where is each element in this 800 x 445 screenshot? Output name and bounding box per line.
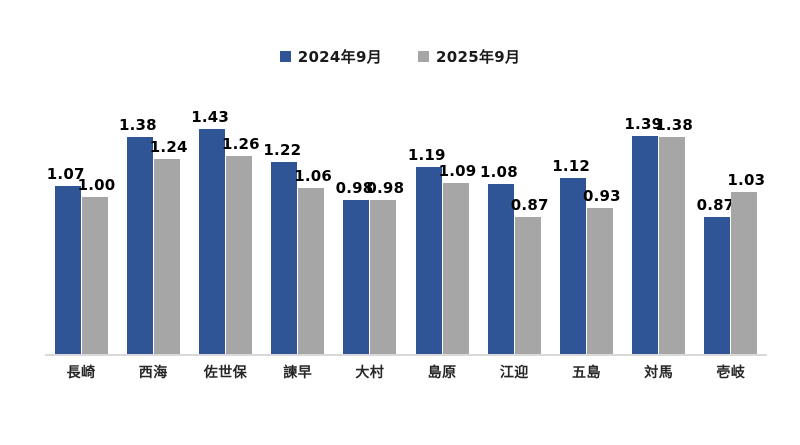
- x-axis-label: 五島: [572, 365, 602, 381]
- x-axis-label: 長崎: [66, 365, 96, 381]
- bar-2024年9月: 1.22: [263, 141, 301, 354]
- bar-value-label: 1.43: [191, 108, 230, 126]
- bar-group: 1.12 0.93: [550, 64, 622, 354]
- bar-value-label: 1.07: [46, 165, 85, 183]
- bar-value-label: 1.26: [221, 135, 260, 153]
- bar-value-label: 0.87: [510, 196, 549, 214]
- bar-value-label: 1.06: [294, 167, 332, 185]
- bar-value-label: 0.93: [583, 187, 621, 205]
- bar-value-label: 1.08: [480, 163, 518, 181]
- bar-2025年9月: 1.06: [294, 167, 332, 354]
- bar-group: 1.08 0.87: [478, 64, 550, 354]
- x-axis-label: 諫早: [283, 365, 313, 381]
- bar-2024年9月: 1.39: [624, 115, 662, 354]
- legend-label-2025: 2025年9月: [436, 48, 521, 66]
- bar-2025年9月: 1.24: [150, 138, 187, 354]
- bar-group: 1.39 1.38: [623, 64, 695, 354]
- bar-value-label: 1.00: [77, 176, 116, 194]
- bar-value-label: 0.98: [366, 179, 405, 197]
- legend-swatch-2024-icon: [279, 51, 291, 62]
- bar-2024年9月: 1.12: [552, 157, 590, 354]
- x-axis-label: 大村: [355, 365, 385, 381]
- bar-group: 1.19 1.09: [406, 64, 478, 354]
- x-axis-label: 壱岐: [716, 365, 746, 381]
- bar-value-label: 1.38: [119, 116, 157, 134]
- bar-2025年9月: 1.00: [78, 176, 115, 354]
- legend-label-2024: 2024年9月: [297, 48, 382, 66]
- bar-value-label: 1.19: [407, 146, 446, 164]
- x-axis-label: 江迎: [499, 365, 529, 381]
- bar-2024年9月: 1.43: [191, 108, 229, 354]
- bar-2025年9月: 0.87: [511, 196, 548, 354]
- bar-2024年9月: 1.38: [119, 116, 157, 354]
- x-axis-label: 島原: [427, 365, 457, 381]
- x-axis-label: 西海: [138, 365, 168, 381]
- bar-2025年9月: 1.26: [222, 135, 260, 354]
- bar-2024年9月: 0.87: [697, 196, 734, 354]
- bar-value-label: 0.87: [696, 196, 735, 214]
- bar-value-label: 1.22: [263, 141, 302, 159]
- bar-2024年9月: 1.19: [408, 146, 445, 354]
- bar-group: 1.38 1.24: [117, 64, 189, 354]
- plot-area: 1.07 1.00 1.38 1.24 1.43 1.26 1.22 1.06 0.98 0.98…: [45, 64, 767, 356]
- bar-value-label: 1.09: [438, 162, 477, 180]
- x-axis: 長崎 西海 佐世保 諫早 大村 島原 江迎 五島 対馬 壱岐: [45, 362, 767, 382]
- bar-group: 0.98 0.98: [334, 64, 406, 354]
- bar-value-label: 1.24: [149, 138, 188, 156]
- bar-2025年9月: 0.93: [583, 187, 621, 354]
- bar-value-label: 1.38: [655, 116, 694, 134]
- bar-2025年9月: 1.38: [655, 116, 693, 354]
- x-axis-label: 対馬: [644, 365, 674, 381]
- bar-2024年9月: 1.08: [480, 163, 518, 354]
- bar-2024年9月: 0.98: [336, 179, 373, 354]
- legend-swatch-2025-icon: [418, 51, 429, 62]
- legend-item-2024: 2024年9月: [279, 46, 382, 67]
- bar-value-label: 1.39: [624, 115, 663, 133]
- bar-group: 0.87 1.03: [695, 64, 767, 354]
- bar-2025年9月: 1.03: [727, 171, 765, 354]
- bar-group: 1.07 1.00: [45, 64, 117, 354]
- bar-value-label: 0.98: [335, 179, 374, 197]
- bar-2024年9月: 1.07: [47, 165, 84, 354]
- bar-2025年9月: 0.98: [366, 179, 404, 354]
- x-axis-label: 佐世保: [203, 365, 248, 381]
- bar-2025年9月: 1.09: [439, 162, 476, 354]
- chart-legend: 2024年9月 2025年9月: [0, 46, 800, 67]
- bar-group: 1.22 1.06: [262, 64, 334, 354]
- legend-item-2025: 2025年9月: [418, 46, 520, 67]
- bar-value-label: 1.03: [727, 171, 766, 189]
- bar-value-label: 1.12: [552, 157, 591, 175]
- bar-group: 1.43 1.26: [189, 64, 261, 354]
